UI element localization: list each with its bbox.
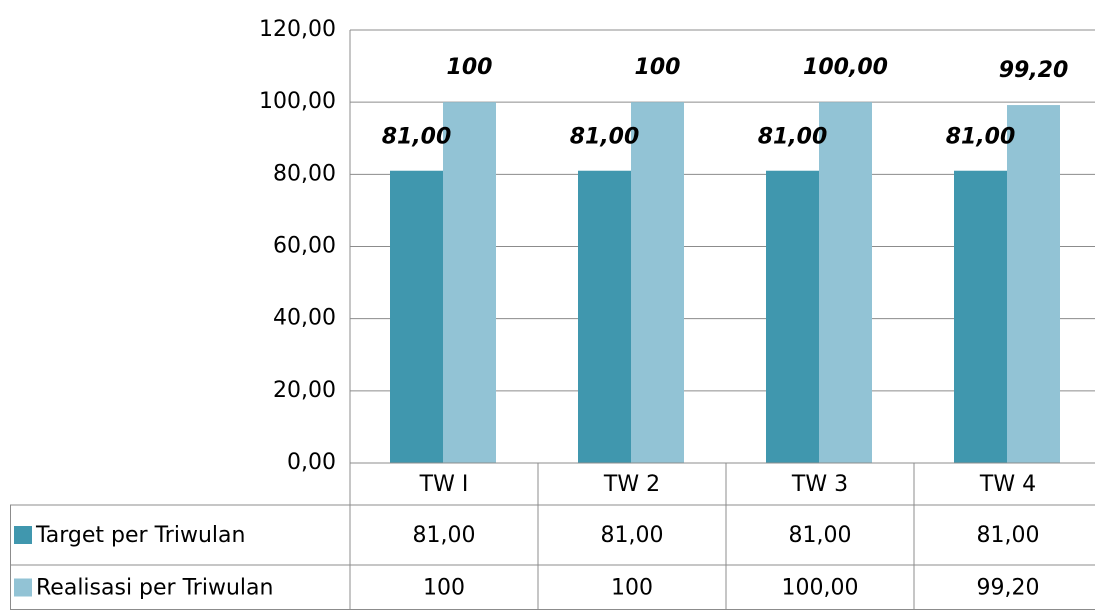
- data-label: 100: [635, 55, 681, 80]
- table-cell: 81,00: [977, 523, 1040, 548]
- x-tick-label: TW 4: [979, 472, 1036, 497]
- data-label: 100: [447, 55, 493, 80]
- x-tick-label: TW 2: [603, 472, 660, 497]
- data-label: 81,00: [382, 125, 452, 150]
- table-cell: 81,00: [413, 523, 476, 548]
- y-tick-label: 100,00: [259, 89, 336, 114]
- data-label: 100,00: [803, 55, 888, 80]
- y-tick-label: 0,00: [287, 450, 336, 475]
- bar: [766, 170, 819, 463]
- y-tick-label: 120,00: [259, 17, 336, 42]
- bar: [443, 102, 496, 464]
- x-tick-label: TW 3: [791, 472, 848, 497]
- bar: [819, 102, 872, 464]
- x-tick-label: TW I: [419, 472, 469, 497]
- table-cell: 100,00: [782, 576, 859, 601]
- y-tick-label: 40,00: [273, 306, 336, 331]
- legend-swatch: [14, 526, 32, 544]
- data-label: 81,00: [758, 125, 828, 150]
- bar: [1007, 105, 1060, 463]
- table-cell: 81,00: [789, 523, 852, 548]
- y-tick-label: 80,00: [273, 161, 336, 186]
- table-cell: 81,00: [601, 523, 664, 548]
- data-label: 81,00: [570, 125, 640, 150]
- y-tick-label: 20,00: [273, 378, 336, 403]
- legend-label: Realisasi per Triwulan: [36, 576, 273, 601]
- data-label: 99,20: [999, 58, 1069, 83]
- data-label: 81,00: [946, 125, 1016, 150]
- legend-label: Target per Triwulan: [35, 523, 245, 548]
- legend-swatch: [14, 578, 32, 597]
- bar: [631, 102, 684, 464]
- bar: [390, 170, 443, 463]
- y-tick-label: 60,00: [273, 234, 336, 259]
- table-cell: 100: [611, 576, 653, 601]
- table-cell: 99,20: [977, 576, 1040, 601]
- bar: [578, 170, 631, 463]
- bar: [954, 170, 1007, 463]
- table-cell: 100: [423, 576, 465, 601]
